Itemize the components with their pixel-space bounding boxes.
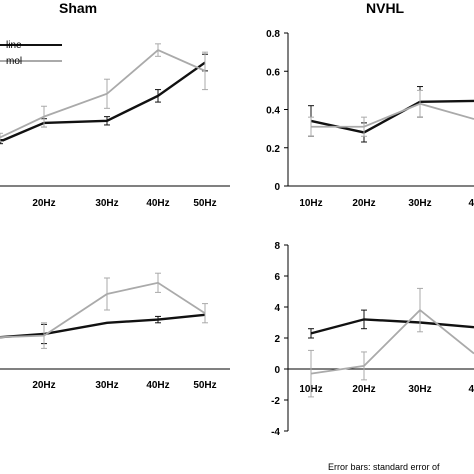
series-line-0	[0, 313, 206, 339]
panel-sham-top: Sham 20Hz 30Hz 40Hz 50Hz	[0, 0, 230, 209]
error-bar	[0, 139, 3, 145]
error-bar	[41, 105, 47, 128]
error-bar	[417, 287, 423, 333]
error-bar	[104, 78, 110, 109]
x-tick-label: 10Hz	[299, 198, 322, 209]
y-tick-label: -2	[271, 396, 280, 407]
series-line-1	[310, 308, 474, 375]
error-bar	[155, 43, 161, 57]
y-tick-label: 2	[274, 334, 280, 345]
error-bar	[308, 349, 314, 398]
x-tick-label: 40	[468, 198, 474, 209]
series-line-1	[311, 102, 474, 128]
x-tick-label: 50Hz	[193, 380, 216, 391]
y-tick-label: 0	[274, 182, 280, 193]
series-line-0	[0, 61, 206, 143]
y-tick-label: -4	[271, 427, 280, 438]
y-tick-label: 4	[274, 303, 280, 314]
y-tick-label: 8	[274, 241, 280, 252]
y-tick-label: 0.2	[266, 144, 280, 155]
error-bar	[361, 116, 367, 137]
series-line-0	[310, 99, 474, 134]
legend: line mol	[0, 40, 62, 67]
x-tick-label: 30Hz	[408, 198, 431, 209]
panel-nvhl-top: NVHL 0 0.2 0.4 0.6 0.8 10Hz 20Hz 30Hz 40	[266, 0, 474, 209]
error-bar	[361, 351, 367, 381]
error-bar	[104, 277, 110, 311]
error-bar	[202, 303, 208, 324]
error-bar	[0, 132, 3, 143]
legend-label-0: line	[6, 40, 22, 51]
x-tick-label: 30Hz	[408, 384, 431, 395]
x-tick-label: 50Hz	[193, 198, 216, 209]
error-bar	[104, 116, 110, 126]
error-bar	[41, 322, 47, 349]
legend-label-1: mol	[6, 56, 22, 67]
error-bar	[361, 309, 367, 330]
error-bar	[155, 89, 161, 103]
panel-sham-bottom: 20Hz 30Hz 40Hz 50Hz	[0, 272, 230, 391]
panel-title: Sham	[59, 0, 97, 16]
error-bar	[155, 272, 161, 293]
x-tick-label: 20Hz	[32, 380, 55, 391]
y-tick-label: 0.8	[266, 29, 280, 40]
error-bar	[417, 89, 423, 118]
y-tick-label: 6	[274, 272, 280, 283]
series-line-1	[0, 49, 206, 139]
panel-nvhl-bottom: -4-20246810Hz20Hz30Hz40	[271, 241, 474, 438]
series-line-0	[310, 318, 474, 335]
error-bar	[308, 328, 314, 339]
error-bar	[202, 51, 208, 91]
x-tick-label: 20Hz	[352, 198, 375, 209]
x-tick-label: 40	[468, 384, 474, 395]
y-tick-label: 0.6	[266, 67, 280, 78]
x-tick-label: 20Hz	[32, 198, 55, 209]
x-tick-label: 20Hz	[352, 384, 375, 395]
error-bar	[308, 116, 314, 137]
error-bar	[155, 315, 161, 324]
x-tick-label: 40Hz	[146, 198, 169, 209]
panel-title: NVHL	[366, 0, 405, 16]
series-line-1	[0, 281, 206, 339]
y-tick-label: 0.4	[266, 106, 280, 117]
x-tick-label: 40Hz	[146, 380, 169, 391]
y-tick-label: 0	[274, 365, 280, 376]
footnote: Error bars: standard error of	[328, 462, 440, 472]
x-tick-label: 30Hz	[95, 198, 118, 209]
x-tick-label: 30Hz	[95, 380, 118, 391]
